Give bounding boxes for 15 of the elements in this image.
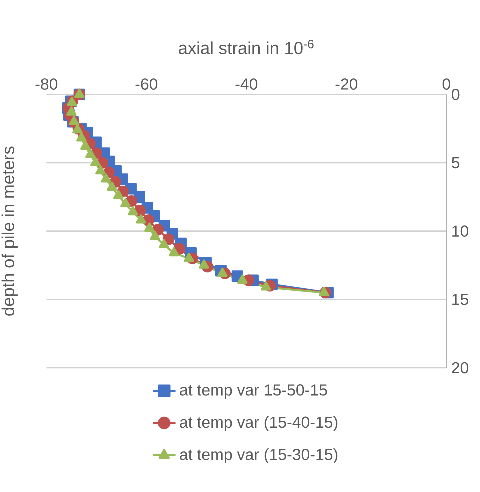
x-tick-label: -40 xyxy=(236,78,258,90)
legend-label: at temp var 15-50-15 xyxy=(180,384,328,400)
legend-label: at temp var (15-30-15) xyxy=(180,448,338,464)
y-axis-title: depth of pile in meters xyxy=(2,146,18,316)
x-tick-label: 0 xyxy=(442,78,450,90)
y-tick-label: 5 xyxy=(452,157,460,169)
x-tick-label: -80 xyxy=(36,78,58,90)
x-axis-title: axial strain in 10$^{-6}$ xyxy=(179,40,314,54)
y-tick-label: 20 xyxy=(452,362,469,374)
legend-label: at temp var (15-40-15) xyxy=(180,416,338,432)
x-tick-label: -20 xyxy=(336,78,358,90)
x-tick-label: -60 xyxy=(136,78,158,90)
y-tick-label: 10 xyxy=(452,226,469,237)
y-tick-label: 0 xyxy=(452,89,460,100)
y-tick-label: 15 xyxy=(452,294,468,306)
